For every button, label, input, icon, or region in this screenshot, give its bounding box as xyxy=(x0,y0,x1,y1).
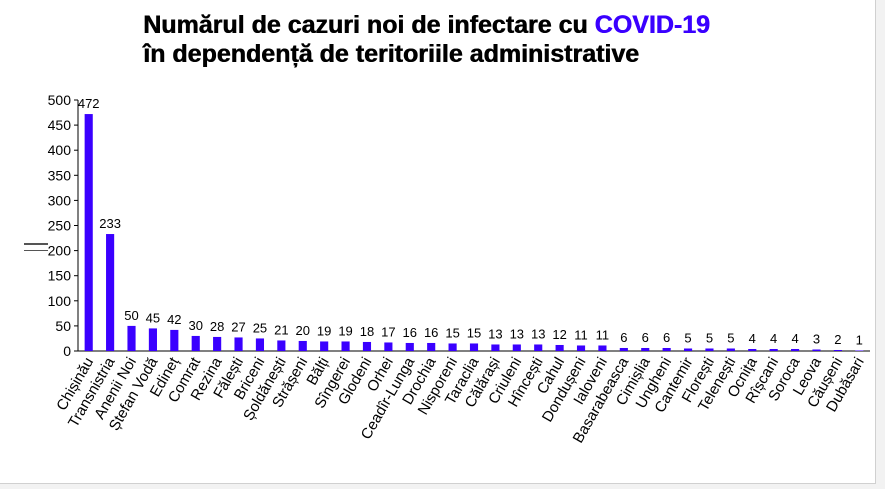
bar xyxy=(427,342,436,351)
bar xyxy=(448,343,457,351)
equals-mark-icon xyxy=(24,243,48,255)
data-label: 27 xyxy=(231,319,245,334)
data-label: 6 xyxy=(620,330,627,345)
chart-title-line-1: Numărul de cazuri noi de infectare cu CO… xyxy=(143,12,833,38)
bar xyxy=(84,114,93,351)
data-label: 15 xyxy=(467,325,481,340)
data-label: 18 xyxy=(360,324,374,339)
bar xyxy=(555,344,564,351)
bar xyxy=(255,338,265,351)
data-label: 6 xyxy=(663,330,670,345)
bar xyxy=(534,344,543,351)
data-label: 19 xyxy=(317,323,331,338)
data-label: 4 xyxy=(791,331,798,346)
data-label: 6 xyxy=(642,330,649,345)
data-label: 20 xyxy=(296,323,310,338)
bar xyxy=(855,350,864,351)
bar xyxy=(812,349,821,351)
data-label: 15 xyxy=(445,325,459,340)
chart-title-text: Numărul de cazuri noi de infectare cu xyxy=(143,11,595,39)
bar xyxy=(148,328,157,351)
bar xyxy=(726,348,735,351)
y-tick-label: 400 xyxy=(48,142,72,158)
bar xyxy=(512,344,521,351)
data-label: 42 xyxy=(167,312,181,327)
bar xyxy=(683,348,693,351)
bar xyxy=(576,345,586,351)
data-label: 11 xyxy=(596,327,610,342)
y-tick-label: 50 xyxy=(55,318,71,334)
bar xyxy=(641,347,650,351)
bar xyxy=(277,340,286,351)
bar xyxy=(320,341,329,351)
bar xyxy=(213,336,222,351)
data-label: 4 xyxy=(770,331,777,346)
slide xyxy=(0,0,876,484)
data-label: 5 xyxy=(706,330,713,345)
bar xyxy=(298,340,307,351)
chart-title-accent: COVID-19 xyxy=(594,11,710,39)
data-label: 2 xyxy=(834,332,841,347)
y-tick-label: 100 xyxy=(48,293,72,309)
bar xyxy=(619,347,628,351)
bar xyxy=(491,344,500,351)
bar xyxy=(170,329,179,351)
data-label: 19 xyxy=(338,323,352,338)
bar xyxy=(469,343,479,351)
data-label: 233 xyxy=(99,216,121,231)
data-label: 1 xyxy=(856,332,863,347)
bar xyxy=(833,349,842,351)
bar xyxy=(384,342,393,351)
data-label: 5 xyxy=(727,330,734,345)
y-tick-label: 200 xyxy=(48,243,72,259)
bar xyxy=(662,347,671,351)
data-label: 13 xyxy=(531,326,545,341)
y-tick-label: 250 xyxy=(48,218,72,234)
data-label: 12 xyxy=(552,327,566,342)
bar xyxy=(234,337,243,351)
bar xyxy=(341,341,350,351)
data-label: 17 xyxy=(381,324,395,339)
bar xyxy=(791,348,800,351)
data-label: 25 xyxy=(253,320,267,335)
data-label: 21 xyxy=(274,322,288,337)
bar xyxy=(705,348,714,351)
data-label: 13 xyxy=(488,326,502,341)
data-label: 13 xyxy=(510,326,524,341)
y-tick-label: 150 xyxy=(48,268,72,284)
bar xyxy=(191,335,200,351)
data-label: 5 xyxy=(684,330,691,345)
chart-title: Numărul de cazuri noi de infectare cu CO… xyxy=(143,12,833,67)
chart-title-line-2: în dependență de teritoriile administrat… xyxy=(143,40,639,68)
bar xyxy=(106,234,115,351)
data-label: 16 xyxy=(424,325,438,340)
data-label: 3 xyxy=(813,331,820,346)
bar xyxy=(598,345,607,351)
data-label: 50 xyxy=(124,308,138,323)
bar xyxy=(362,341,372,351)
bar xyxy=(127,325,136,351)
data-label: 28 xyxy=(210,319,224,334)
data-label: 30 xyxy=(188,318,202,333)
data-label: 4 xyxy=(749,331,756,346)
y-tick-label: 350 xyxy=(48,167,72,183)
y-tick-label: 0 xyxy=(63,343,71,359)
bar xyxy=(769,348,778,351)
y-tick-label: 450 xyxy=(48,117,72,133)
y-tick-label: 500 xyxy=(48,92,72,108)
bar xyxy=(748,348,757,351)
data-label: 16 xyxy=(403,325,417,340)
y-tick-label: 300 xyxy=(48,192,72,208)
data-label: 45 xyxy=(146,310,160,325)
data-label: 472 xyxy=(78,96,100,111)
bar xyxy=(405,342,414,351)
data-label: 11 xyxy=(574,327,588,342)
